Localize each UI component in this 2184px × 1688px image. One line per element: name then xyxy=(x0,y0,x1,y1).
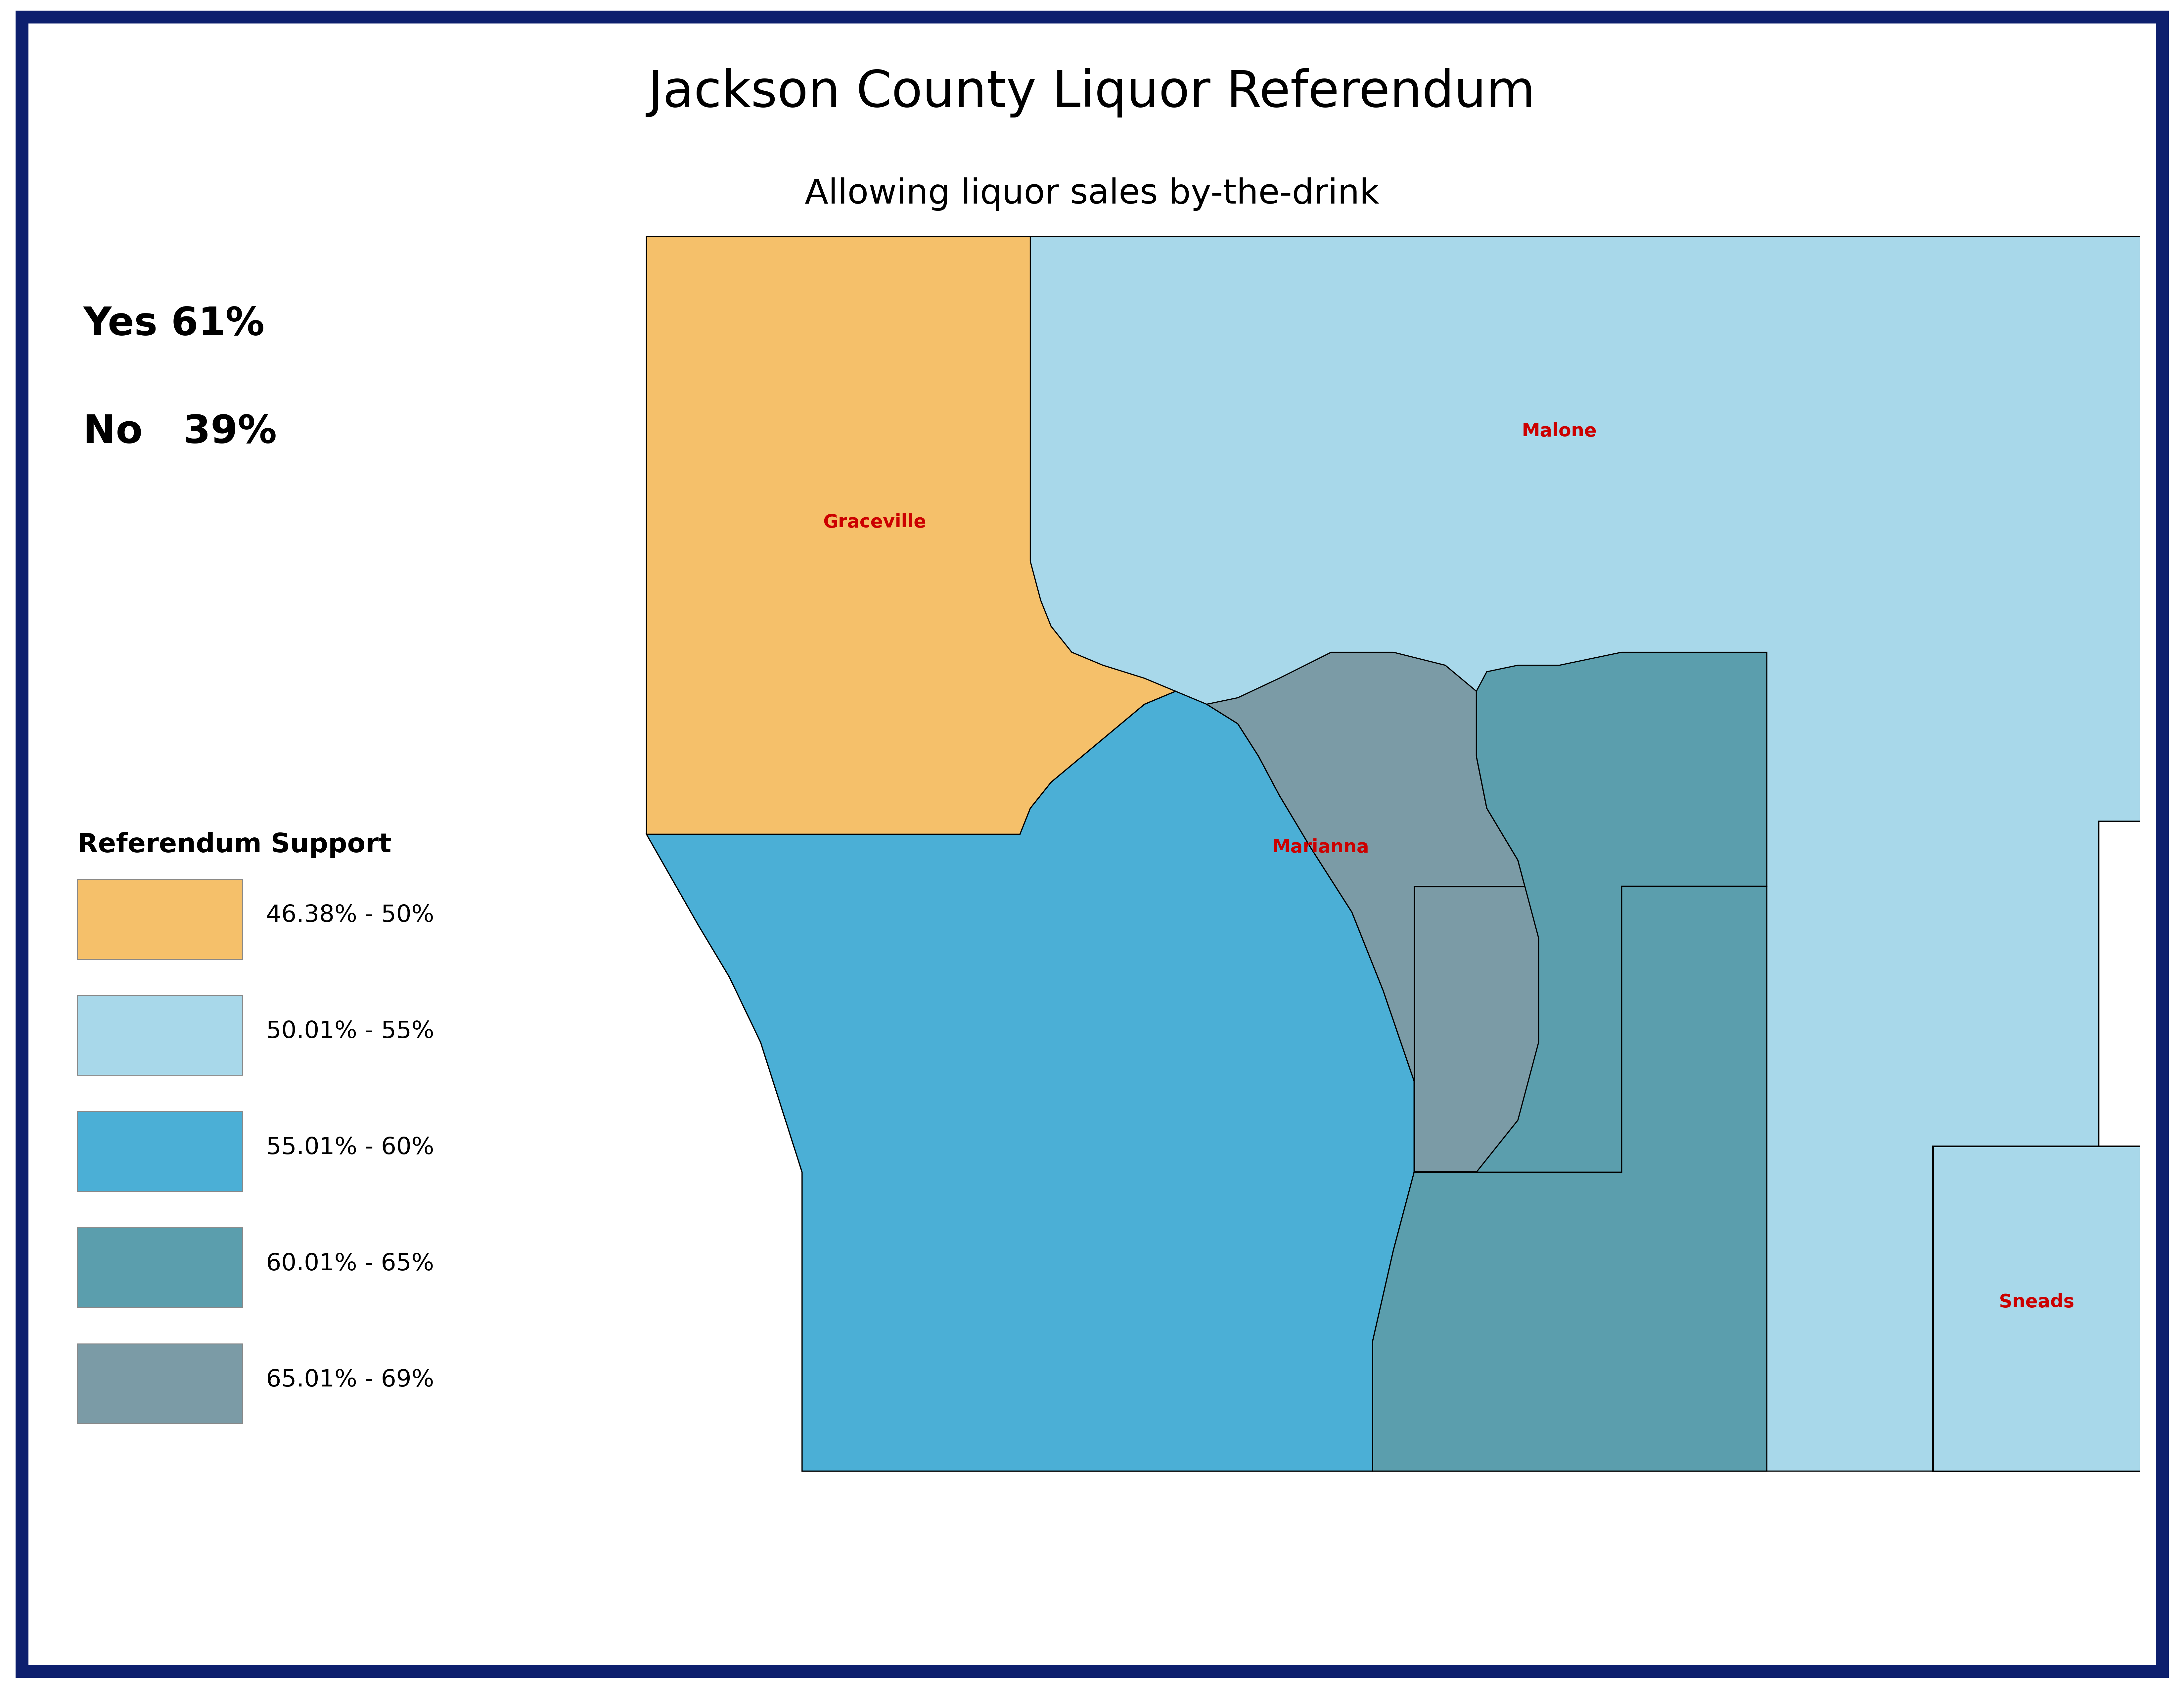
Text: 65.01% - 69%: 65.01% - 69% xyxy=(266,1369,435,1391)
Polygon shape xyxy=(646,692,1415,1470)
FancyBboxPatch shape xyxy=(76,1111,242,1192)
Text: Marianna: Marianna xyxy=(1273,839,1369,856)
Polygon shape xyxy=(1415,652,1767,1171)
FancyBboxPatch shape xyxy=(76,996,242,1075)
Polygon shape xyxy=(1415,886,1621,1171)
FancyBboxPatch shape xyxy=(76,879,242,959)
Text: Malone: Malone xyxy=(1522,422,1597,441)
Text: 46.38% - 50%: 46.38% - 50% xyxy=(266,905,435,927)
Text: Sneads: Sneads xyxy=(1998,1293,2075,1312)
Polygon shape xyxy=(1933,1146,2140,1470)
Text: Graceville: Graceville xyxy=(823,513,926,532)
Text: No   39%: No 39% xyxy=(83,414,277,451)
Text: Yes 61%: Yes 61% xyxy=(83,306,264,343)
FancyBboxPatch shape xyxy=(76,1227,242,1308)
Text: 60.01% - 65%: 60.01% - 65% xyxy=(266,1252,435,1276)
Text: Allowing liquor sales by-the-drink: Allowing liquor sales by-the-drink xyxy=(804,177,1380,211)
FancyBboxPatch shape xyxy=(76,1344,242,1423)
Text: Referendum Support: Referendum Support xyxy=(76,832,391,858)
Polygon shape xyxy=(646,236,2140,1470)
Text: Jackson County Liquor Referendum: Jackson County Liquor Referendum xyxy=(649,68,1535,118)
Polygon shape xyxy=(646,236,1175,834)
Polygon shape xyxy=(1206,652,1538,1171)
Text: 50.01% - 55%: 50.01% - 55% xyxy=(266,1020,435,1043)
Text: 55.01% - 60%: 55.01% - 60% xyxy=(266,1136,435,1160)
Polygon shape xyxy=(1374,886,1767,1470)
